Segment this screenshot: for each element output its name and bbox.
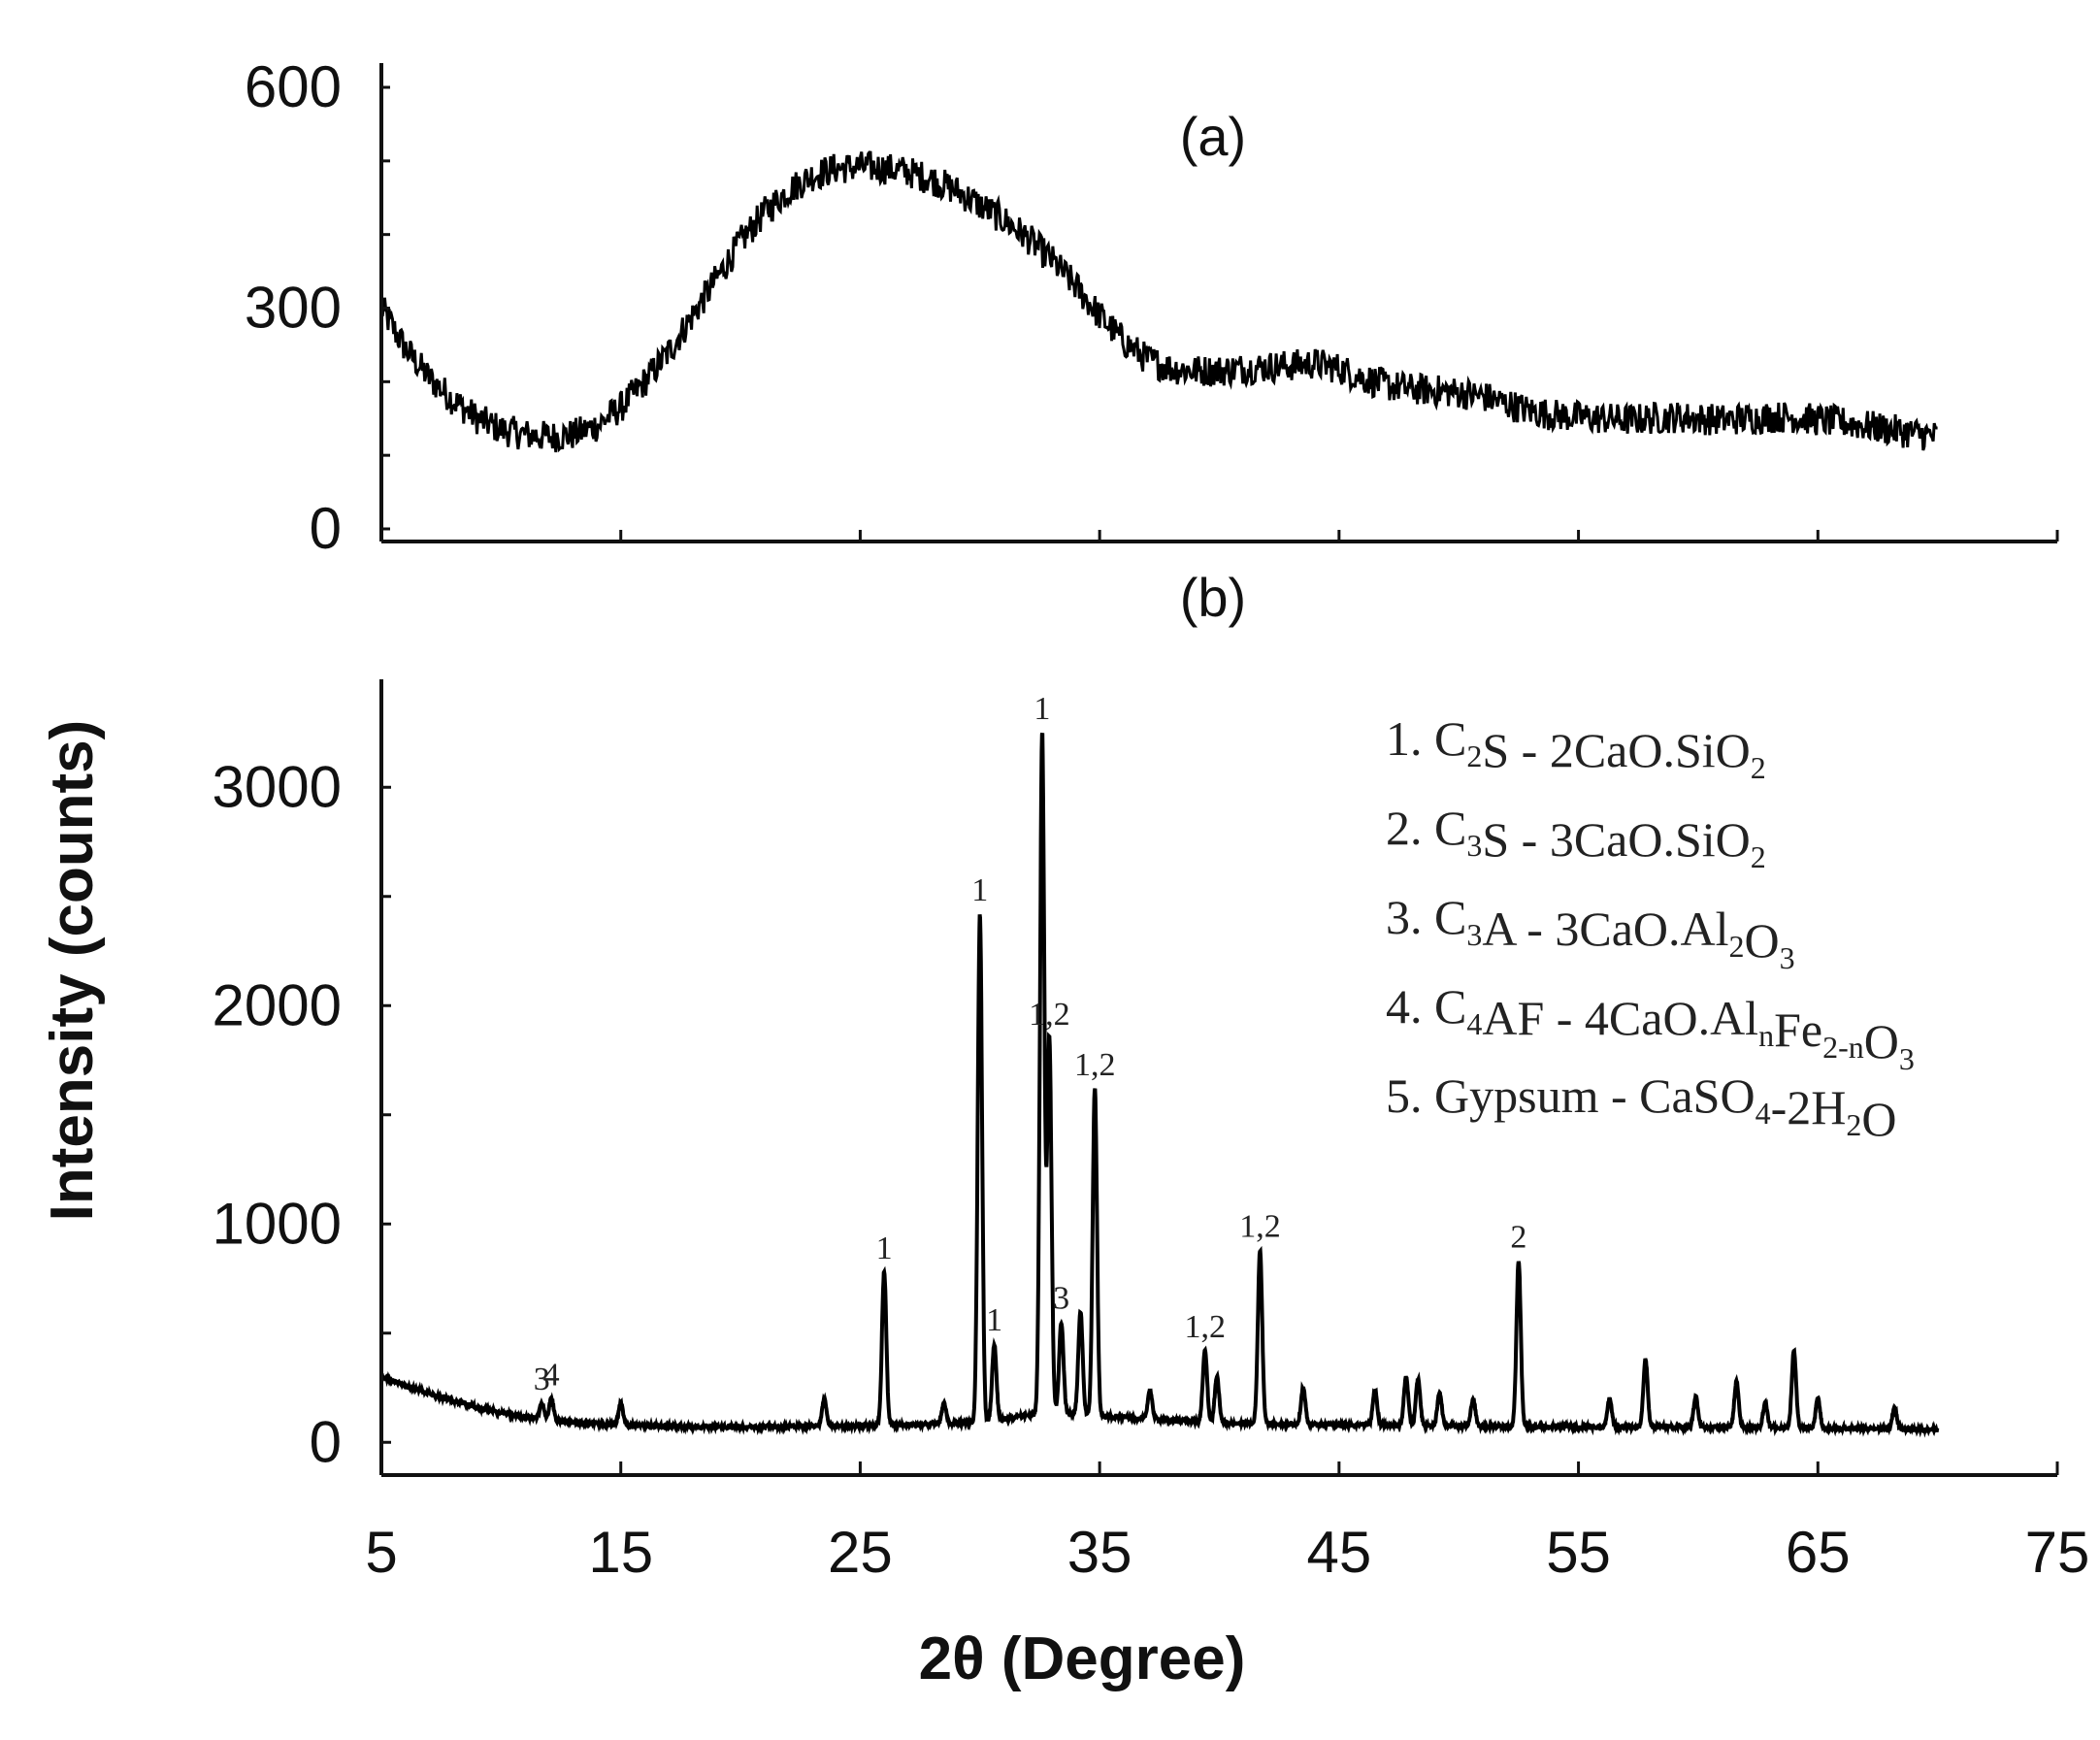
legend: 1. C2S - 2CaO.SiO2 2. C3S - 3CaO.SiO2 3. C… bbox=[1386, 711, 1915, 1146]
panel-a-x-ticks bbox=[379, 530, 2059, 542]
peak-label: 1 bbox=[876, 1231, 893, 1266]
x-axis-title: 2θ (Degree) bbox=[919, 1625, 1246, 1692]
peak-label: 2 bbox=[1510, 1220, 1526, 1256]
y-axis-title: Intensity (counts) bbox=[39, 720, 106, 1222]
panel-b-y-tick-label: 1000 bbox=[213, 1191, 342, 1256]
panel-a-label: (a) bbox=[1180, 106, 1246, 167]
peak-label: 1,2 bbox=[1074, 1047, 1116, 1083]
panel-b-x-ticks: 5 15 25 35 45 55 65 75 bbox=[365, 1461, 2089, 1585]
panel-b-x-tick-label: 35 bbox=[1067, 1520, 1132, 1585]
legend-entry: 5. Gypsum - CaSO4-2H2O bbox=[1386, 1068, 1896, 1146]
legend-entry: 2. C3S - 3CaO.SiO2 bbox=[1386, 801, 1766, 874]
panel-b-y-tick-label: 3000 bbox=[213, 754, 342, 819]
legend-entry: 3. C3A - 3CaO.Al2O3 bbox=[1386, 890, 1795, 975]
legend-entry: 4. C4AF - 4CaO.AlnFe2-nO3 bbox=[1386, 979, 1915, 1076]
peak-label: 1,2 bbox=[1184, 1309, 1226, 1345]
panel-a-y-tick-label: 0 bbox=[310, 496, 342, 561]
peak-label: 1,2 bbox=[1029, 997, 1070, 1033]
panel-b-y-tick-label: 0 bbox=[310, 1409, 342, 1474]
legend-entry: 1. C2S - 2CaO.SiO2 bbox=[1386, 711, 1766, 785]
panel-b-label: (b) bbox=[1180, 567, 1246, 628]
panel-b-y-tick-label: 2000 bbox=[213, 972, 342, 1037]
panel-b-x-tick-label: 15 bbox=[588, 1520, 653, 1585]
panel-b-x-tick-label: 45 bbox=[1306, 1520, 1371, 1585]
peak-label: 1,2 bbox=[1239, 1208, 1281, 1244]
panel-a-series-line bbox=[379, 150, 1938, 453]
panel-b-x-tick-label: 65 bbox=[1786, 1520, 1851, 1585]
panel-b-x-tick-label: 5 bbox=[365, 1520, 397, 1585]
peak-label: 1 bbox=[971, 872, 988, 908]
panel-b-x-tick-label: 75 bbox=[2025, 1520, 2090, 1585]
panel-a-y-ticks: 0 300 600 bbox=[245, 54, 390, 561]
peak-label: 1 bbox=[986, 1302, 1002, 1338]
peak-label: 4 bbox=[543, 1357, 560, 1393]
panel-b-x-tick-label: 55 bbox=[1546, 1520, 1611, 1585]
panel-a-y-tick-label: 600 bbox=[245, 54, 342, 119]
panel-a-y-tick-label: 300 bbox=[245, 276, 342, 341]
panel-b-series-line bbox=[379, 732, 1940, 1438]
panel-a-curve-group bbox=[379, 150, 1938, 453]
peak-label: 3 bbox=[1053, 1281, 1069, 1317]
peak-label: 3 bbox=[534, 1362, 550, 1397]
panel-b-x-tick-label: 25 bbox=[828, 1520, 893, 1585]
panel-b-curve-group bbox=[379, 732, 1940, 1438]
peak-label: 1 bbox=[1034, 691, 1050, 727]
panel-a: 0 300 600 (a) bbox=[245, 54, 2059, 561]
panel-b-y-ticks: 0 1000 2000 3000 bbox=[213, 754, 391, 1474]
